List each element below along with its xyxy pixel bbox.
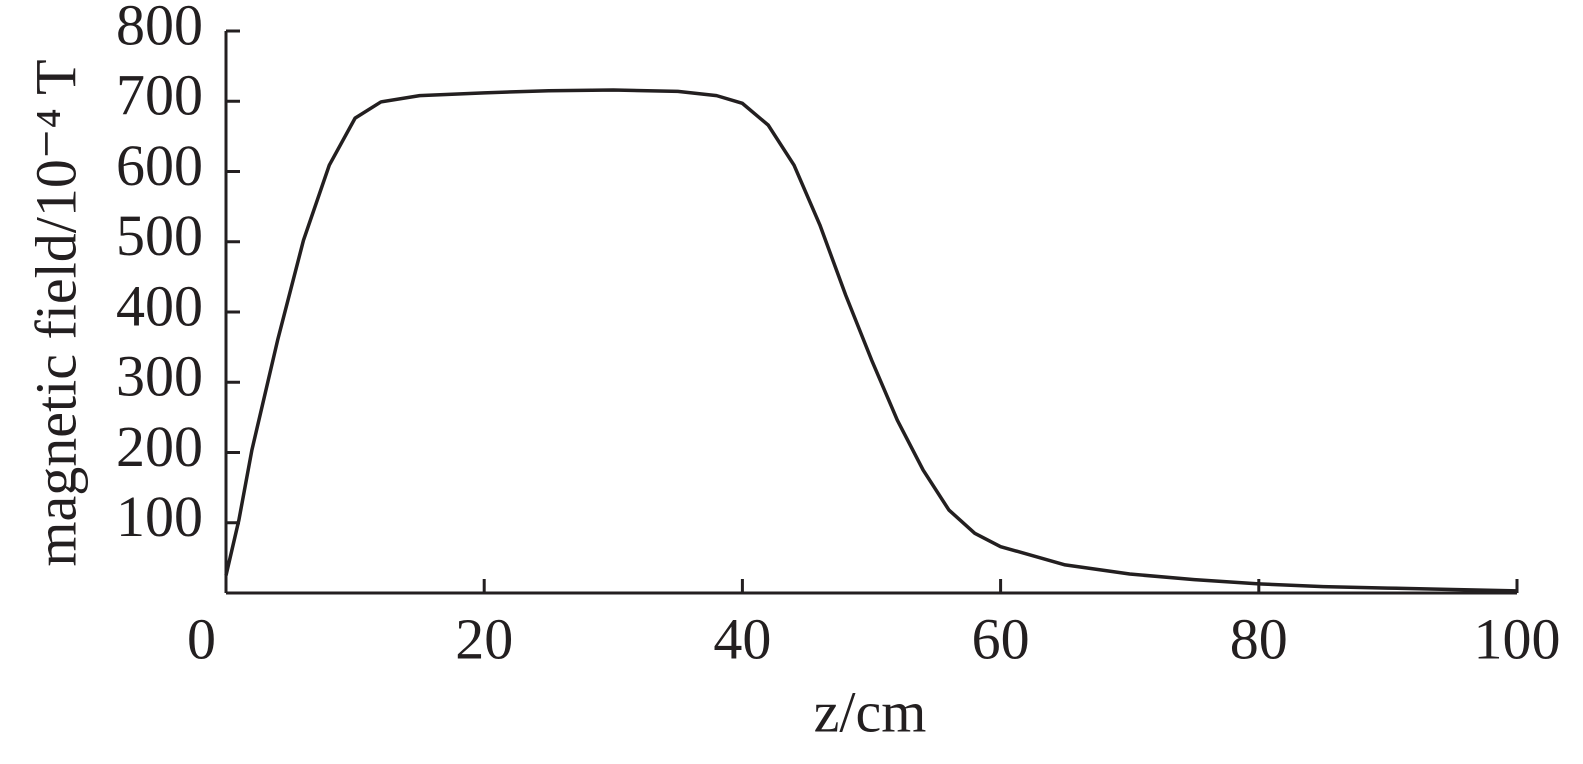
y-tick-label: 100 [116, 484, 203, 549]
x-tick-label: 20 [455, 606, 513, 671]
x-tick-label: 0 [187, 606, 216, 671]
y-tick-label: 400 [116, 273, 203, 338]
x-tick-label: 40 [713, 606, 771, 671]
x-tick-label: 100 [1474, 606, 1561, 671]
y-axis-label: magnetic field/10⁻⁴ T [23, 59, 88, 566]
data-line [224, 88, 1518, 593]
y-tick-label: 700 [116, 63, 203, 128]
x-tick-label: 60 [972, 606, 1030, 671]
y-tick-label: 300 [116, 344, 203, 409]
y-tick-label: 500 [116, 203, 203, 268]
y-tick-label: 800 [116, 0, 203, 57]
y-tick-label: 200 [116, 414, 203, 479]
x-axis-label: z/cm [814, 679, 927, 744]
y-tick-label: 600 [116, 133, 203, 198]
x-tick-label: 80 [1230, 606, 1288, 671]
